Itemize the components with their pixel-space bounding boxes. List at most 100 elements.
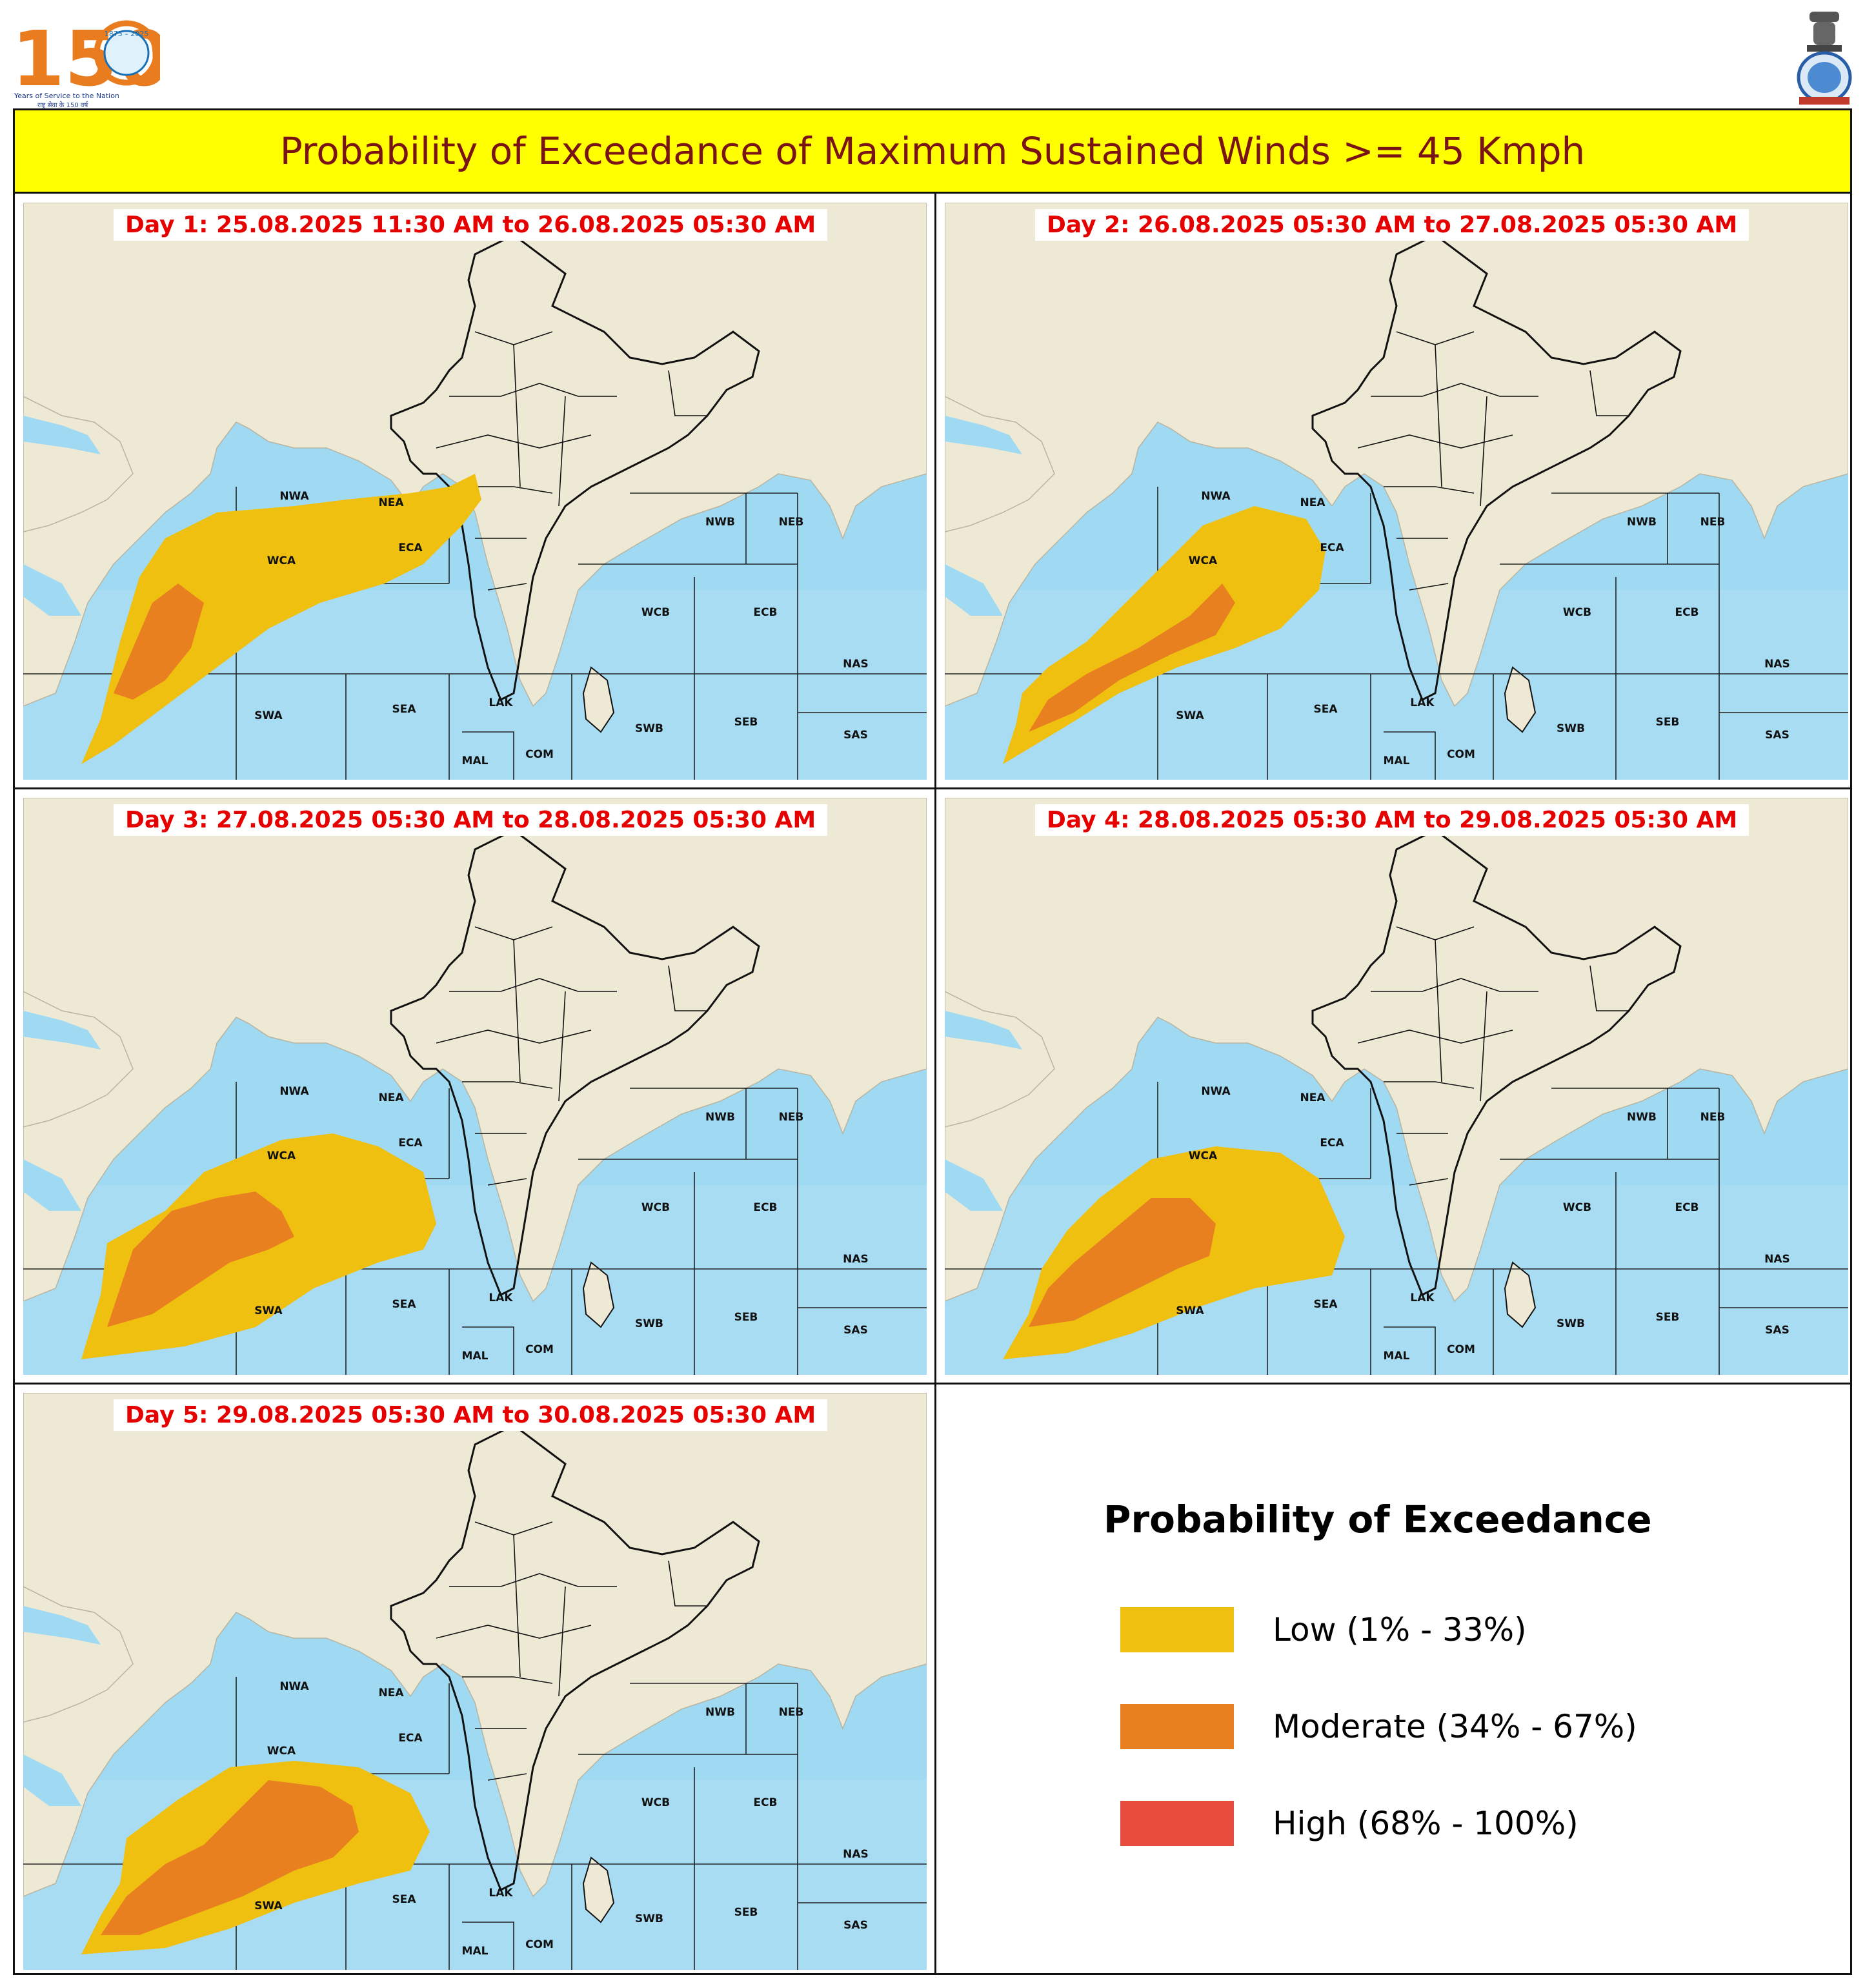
sea-area-label-wca: WCA — [267, 1745, 296, 1758]
sea-area-label-wca: WCA — [267, 554, 296, 567]
sea-area-label-swa: SWA — [1176, 1304, 1204, 1317]
sea-area-label-nwa: NWA — [279, 1680, 309, 1693]
sea-area-label-sea: SEA — [392, 703, 416, 716]
india-boundary — [390, 234, 760, 702]
sea-area-label-nwa: NWA — [1201, 490, 1231, 503]
india-boundary — [390, 1424, 760, 1892]
land-mass — [23, 798, 927, 1303]
moderate-probability-region — [114, 583, 204, 700]
day-title: Day 3: 27.08.2025 05:30 AM to 28.08.2025… — [114, 804, 828, 836]
sea-area-label-lak: LAK — [489, 1887, 513, 1900]
svg-text:Years of Service to the Nation: Years of Service to the Nation — [14, 92, 119, 100]
sea-area-label-nwa: NWA — [279, 1085, 309, 1098]
legend-label-low: Low (1% - 33%) — [1273, 1611, 1527, 1648]
sea-area-label-sea: SEA — [1313, 703, 1338, 716]
sea-area-label-neb: NEB — [1700, 1111, 1726, 1124]
legend-swatch-high — [1120, 1801, 1234, 1846]
sea-area-label-wca: WCA — [267, 1150, 296, 1162]
day-title: Day 4: 28.08.2025 05:30 AM to 29.08.2025… — [1035, 804, 1749, 836]
sea-area-label-wcb: WCB — [641, 1796, 670, 1809]
sri-lanka — [582, 666, 615, 733]
state-boundaries — [436, 926, 707, 1186]
red-sea-water — [23, 564, 81, 616]
moderate-probability-region — [107, 1192, 294, 1327]
sea-area-label-neb: NEB — [779, 516, 804, 529]
map-panel-day-4: NWA NEA WCA ECA SWA SEA LAK MAL COM SWB SEB WCB ECB N… — [945, 798, 1848, 1375]
legend-title: Probability of Exceedance — [1104, 1497, 1652, 1541]
legend-label-high: High (68% - 100%) — [1273, 1805, 1578, 1842]
sea-area-label-mal: MAL — [462, 755, 489, 767]
sea-area-label-swa: SWA — [1176, 709, 1204, 722]
sea-area-label-seb: SEB — [734, 716, 758, 729]
gulf-water — [945, 416, 1022, 454]
sea-area-label-nea: NEA — [379, 1091, 405, 1104]
ashoka-emblem-icon — [1794, 10, 1855, 107]
sea-area-label-swb: SWB — [1557, 1317, 1585, 1330]
india-boundary — [390, 829, 760, 1297]
sea-area-label-seb: SEB — [734, 1311, 758, 1324]
sea-area-label-wcb: WCB — [641, 1201, 670, 1214]
sea-area-label-swb: SWB — [1557, 722, 1585, 735]
india-boundary — [1311, 234, 1682, 702]
svg-text:1875 – 2025: 1875 – 2025 — [105, 30, 148, 38]
state-boundaries — [1357, 331, 1629, 591]
moderate-probability-region — [1029, 1198, 1216, 1327]
sea-area-label-swb: SWB — [635, 722, 663, 735]
sea-area-label-wca: WCA — [1189, 1150, 1218, 1162]
sea-area-label-neb: NEB — [779, 1706, 804, 1719]
moderate-probability-region — [101, 1780, 359, 1935]
sea-area-label-nwb: NWB — [705, 1111, 735, 1124]
red-sea-water — [23, 1754, 81, 1806]
sea-area-label-lak: LAK — [489, 1292, 513, 1304]
legend-item-low: Low (1% - 33%) — [1120, 1607, 1527, 1652]
sea-area-label-nwa: NWA — [279, 490, 309, 503]
sea-area-label-swa: SWA — [254, 709, 283, 722]
sea-area-label-nas: NAS — [843, 658, 869, 671]
sea-area-label-com: COM — [525, 748, 554, 761]
red-sea-water — [945, 1159, 1003, 1211]
sea-area-label-seb: SEB — [1656, 1311, 1680, 1324]
legend-item-moderate: Moderate (34% - 67%) — [1120, 1704, 1637, 1749]
map-panel-day-1: NWA NEA WCA ECA SWA SEA LAK MAL COM SWB SEB WCB ECB N… — [23, 203, 927, 780]
sea-area-label-neb: NEB — [1700, 516, 1726, 529]
sea-area-label-nea: NEA — [1300, 1091, 1326, 1104]
sri-lanka — [1504, 666, 1537, 733]
row-divider-1 — [13, 787, 1852, 789]
legend: Probability of Exceedance Low (1% - 33%)… — [1104, 1497, 1684, 1885]
state-boundaries — [436, 331, 707, 591]
legend-swatch-low — [1120, 1607, 1234, 1652]
day-title: Day 2: 26.08.2025 05:30 AM to 27.08.2025… — [1035, 209, 1749, 241]
sea-area-label-nea: NEA — [379, 496, 405, 509]
sea-area-label-nwb: NWB — [1627, 516, 1657, 529]
page-title-bar: Probability of Exceedance of Maximum Sus… — [13, 108, 1852, 194]
red-sea-water — [945, 564, 1003, 616]
sea-area-label-nea: NEA — [1300, 496, 1326, 509]
sea-area-label-lak: LAK — [1410, 1292, 1435, 1304]
sea-area-label-seb: SEB — [1656, 716, 1680, 729]
sea-area-label-nas: NAS — [843, 1848, 869, 1861]
sri-lanka — [582, 1856, 615, 1923]
sea-area-label-nwa: NWA — [1201, 1085, 1231, 1098]
gulf-water — [23, 1011, 101, 1050]
land-mass — [945, 203, 1848, 707]
sea-area-label-sea: SEA — [392, 1893, 416, 1906]
sea-area-label-mal: MAL — [1384, 1350, 1410, 1363]
sea-area-label-eca: ECA — [398, 542, 423, 554]
column-divider — [934, 194, 936, 1975]
sea-area-label-mal: MAL — [462, 1350, 489, 1363]
sea-area-label-eca: ECA — [1320, 542, 1344, 554]
sri-lanka — [1504, 1261, 1537, 1328]
sea-area-label-swa: SWA — [254, 1304, 283, 1317]
sea-area-label-ecb: ECB — [1675, 606, 1699, 619]
sea-area-label-sas: SAS — [1765, 729, 1789, 742]
sea-area-label-eca: ECA — [398, 1137, 423, 1150]
sea-area-label-com: COM — [1447, 1343, 1475, 1356]
sea-area-label-eca: ECA — [398, 1732, 423, 1745]
sea-area-label-com: COM — [525, 1343, 554, 1356]
gulf-water — [945, 1011, 1022, 1050]
sea-area-label-ecb: ECB — [753, 1201, 777, 1214]
legend-item-high: High (68% - 100%) — [1120, 1801, 1578, 1846]
sea-area-label-wca: WCA — [1189, 554, 1218, 567]
sea-area-label-sas: SAS — [1765, 1324, 1789, 1337]
land-mass — [945, 798, 1848, 1303]
